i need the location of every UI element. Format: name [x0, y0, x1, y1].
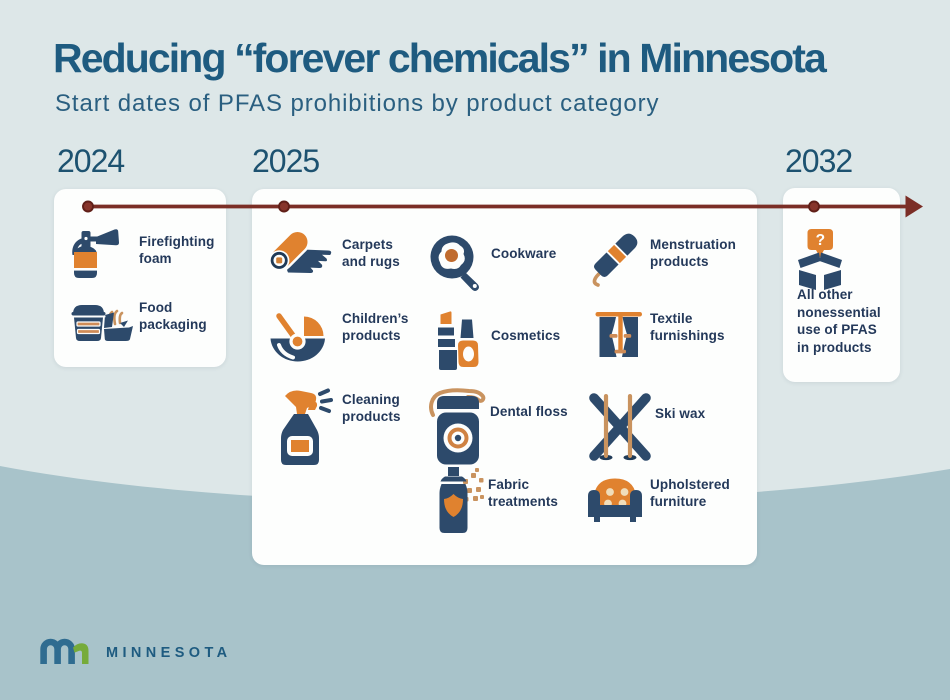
svg-text:?: ? [816, 232, 825, 249]
